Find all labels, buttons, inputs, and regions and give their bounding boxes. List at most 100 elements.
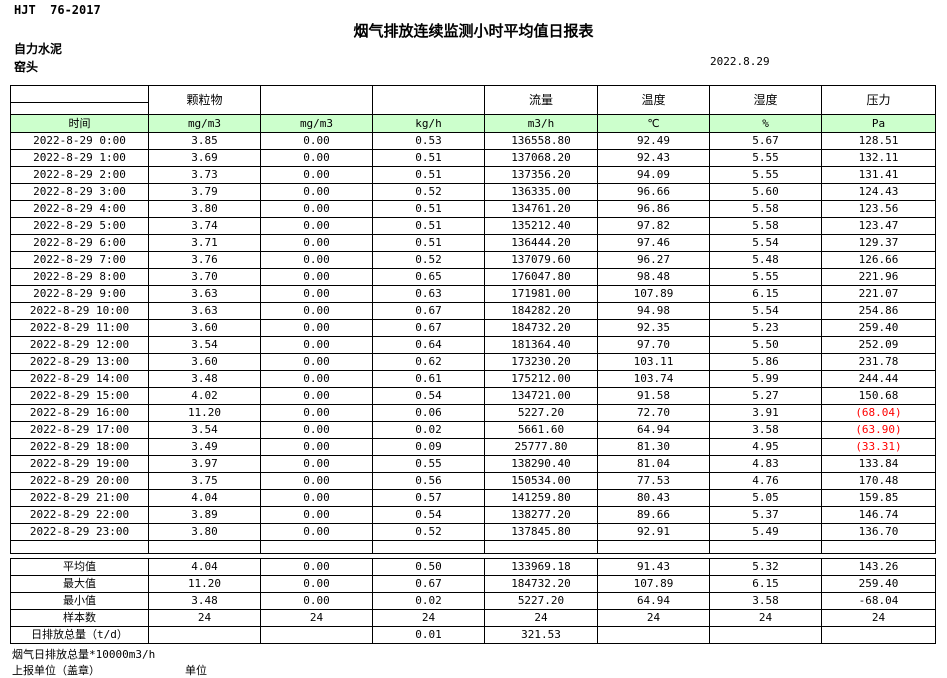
- table-cell: 3.79: [148, 183, 261, 201]
- table-cell: 0.00: [260, 200, 373, 218]
- table-row: 2022-8-29 7:00 3.76 0.00 0.52 137079.60 96.27…: [10, 251, 936, 269]
- table-cell: 3.54: [148, 336, 261, 354]
- table-cell: 2022-8-29 0:00: [10, 132, 149, 150]
- table-cell: 97.46: [597, 234, 710, 252]
- table-cell: 3.71: [148, 234, 261, 252]
- col-header-pressure: 压力: [821, 85, 936, 115]
- table-cell: 184732.20: [484, 319, 598, 337]
- table-cell: 2022-8-29 17:00: [10, 421, 149, 439]
- table-cell: 0.00: [260, 489, 373, 507]
- table-cell: 0.51: [372, 234, 485, 252]
- table-cell: (63.90): [821, 421, 936, 439]
- table-row: 2022-8-29 23:00 3.80 0.00 0.52 137845.80 92.9…: [10, 523, 936, 541]
- table-cell: 0.00: [260, 506, 373, 524]
- table-cell: 0.09: [372, 438, 485, 456]
- table-cell: 91.43: [597, 558, 710, 576]
- table-cell: 24: [260, 609, 373, 627]
- table-cell: 5.60: [709, 183, 822, 201]
- table-cell: 5.55: [709, 268, 822, 286]
- table-cell: 3.89: [148, 506, 261, 524]
- table-cell: 0.61: [372, 370, 485, 388]
- table-cell: 5.50: [709, 336, 822, 354]
- col-header-blank-1: [260, 85, 373, 115]
- table-row: 2022-8-29 6:00 3.71 0.00 0.51 136444.20 97.46…: [10, 234, 936, 252]
- table-cell: 5.32: [709, 558, 822, 576]
- table-cell: [484, 540, 598, 554]
- table-cell: 170.48: [821, 472, 936, 490]
- table-cell: 3.74: [148, 217, 261, 235]
- table-cell: 4.83: [709, 455, 822, 473]
- report-date: 2022.8.29: [710, 55, 770, 68]
- table-cell: 3.85: [148, 132, 261, 150]
- table-cell: 0.52: [372, 251, 485, 269]
- group-header-row: 颗粒物 流量 温度 湿度 压力: [10, 85, 936, 115]
- table-cell: 0.00: [260, 387, 373, 405]
- table-cell: 0.00: [260, 523, 373, 541]
- table-cell: 0.00: [260, 438, 373, 456]
- table-cell: 2022-8-29 20:00: [10, 472, 149, 490]
- standard-code: HJT 76-2017: [14, 3, 101, 17]
- table-cell: 97.70: [597, 336, 710, 354]
- table-cell: 2022-8-29 4:00: [10, 200, 149, 218]
- table-cell: 0.06: [372, 404, 485, 422]
- table-cell: 11.20: [148, 575, 261, 593]
- table-cell: 136335.00: [484, 183, 598, 201]
- table-cell: 3.49: [148, 438, 261, 456]
- table-cell: 80.43: [597, 489, 710, 507]
- table-cell: 138277.20: [484, 506, 598, 524]
- table-cell: 252.09: [821, 336, 936, 354]
- table-cell: 94.98: [597, 302, 710, 320]
- table-cell: 2022-8-29 2:00: [10, 166, 149, 184]
- table-cell: 0.52: [372, 523, 485, 541]
- table-cell: 5.23: [709, 319, 822, 337]
- table-cell: 321.53: [484, 626, 598, 644]
- table-cell: 0.55: [372, 455, 485, 473]
- table-cell: 129.37: [821, 234, 936, 252]
- table-row: 2022-8-29 10:00 3.63 0.00 0.67 184282.20 94.9…: [10, 302, 936, 320]
- table-cell: 5.86: [709, 353, 822, 371]
- blank-row: [10, 540, 936, 554]
- table-cell: 2022-8-29 14:00: [10, 370, 149, 388]
- col-header-flow: 流量: [484, 85, 598, 115]
- page-title: 烟气排放连续监测小时平均值日报表: [353, 22, 594, 40]
- unit-cell: %: [709, 114, 822, 133]
- table-cell: 0.00: [260, 268, 373, 286]
- col-header-particulate: 颗粒物: [148, 85, 261, 115]
- table-cell: 134761.20: [484, 200, 598, 218]
- table-cell: 2022-8-29 1:00: [10, 149, 149, 167]
- table-cell: 221.07: [821, 285, 936, 303]
- table-cell: 5.58: [709, 200, 822, 218]
- table-cell: 3.48: [148, 592, 261, 610]
- table-cell: 259.40: [821, 575, 936, 593]
- company-name: 自力水泥: [14, 42, 63, 56]
- table-cell: 0.64: [372, 336, 485, 354]
- table-cell: 5.67: [709, 132, 822, 150]
- table-row: 最大值 11.20 0.00 0.67 184732.20 107.89 6.15 259.4…: [10, 575, 936, 593]
- table-cell: 6.15: [709, 285, 822, 303]
- table-cell: 3.54: [148, 421, 261, 439]
- table-cell: 0.54: [372, 387, 485, 405]
- table-cell: 0.51: [372, 217, 485, 235]
- table-cell: 0.67: [372, 319, 485, 337]
- table-cell: 81.04: [597, 455, 710, 473]
- table-cell: 3.76: [148, 251, 261, 269]
- table-cell: 0.50: [372, 558, 485, 576]
- table-cell: 0.00: [260, 421, 373, 439]
- table-cell: 0.00: [260, 166, 373, 184]
- table-cell: 0.67: [372, 575, 485, 593]
- table-cell: 0.67: [372, 302, 485, 320]
- table-cell: 3.69: [148, 149, 261, 167]
- table-cell: 96.27: [597, 251, 710, 269]
- table-cell: 0.00: [260, 592, 373, 610]
- table-cell: [709, 626, 822, 644]
- table-cell: [372, 540, 485, 554]
- table-cell: 日排放总量（t/d）: [10, 626, 149, 644]
- unit-cell: ℃: [597, 114, 710, 133]
- table-cell: 5.27: [709, 387, 822, 405]
- table-cell: 135212.40: [484, 217, 598, 235]
- table-cell: 2022-8-29 13:00: [10, 353, 149, 371]
- table-cell: [260, 626, 373, 644]
- table-cell: 2022-8-29 5:00: [10, 217, 149, 235]
- table-cell: 137845.80: [484, 523, 598, 541]
